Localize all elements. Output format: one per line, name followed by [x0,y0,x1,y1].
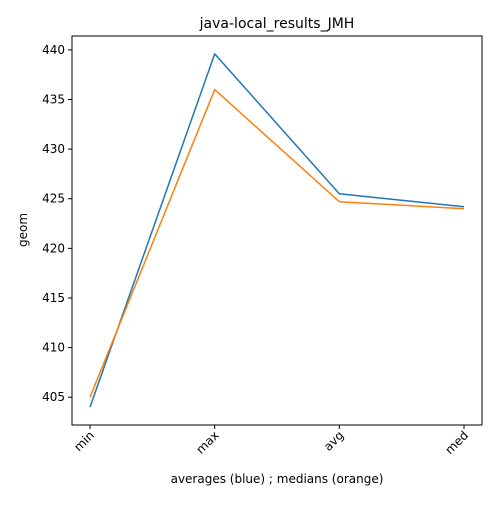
y-tick-label: 415 [42,291,65,305]
chart-title: java-local_results_JMH [199,16,355,32]
y-axis-label: geom [16,213,30,247]
y-tick-label: 425 [42,192,65,206]
y-tick-label: 440 [42,43,65,57]
x-axis-label: averages (blue) ; medians (orange) [171,472,384,486]
y-tick-label: 410 [42,341,65,355]
y-tick-label: 430 [42,142,65,156]
y-tick-label: 405 [42,390,65,404]
y-tick-label: 435 [42,93,65,107]
y-tick-label: 420 [42,241,65,255]
